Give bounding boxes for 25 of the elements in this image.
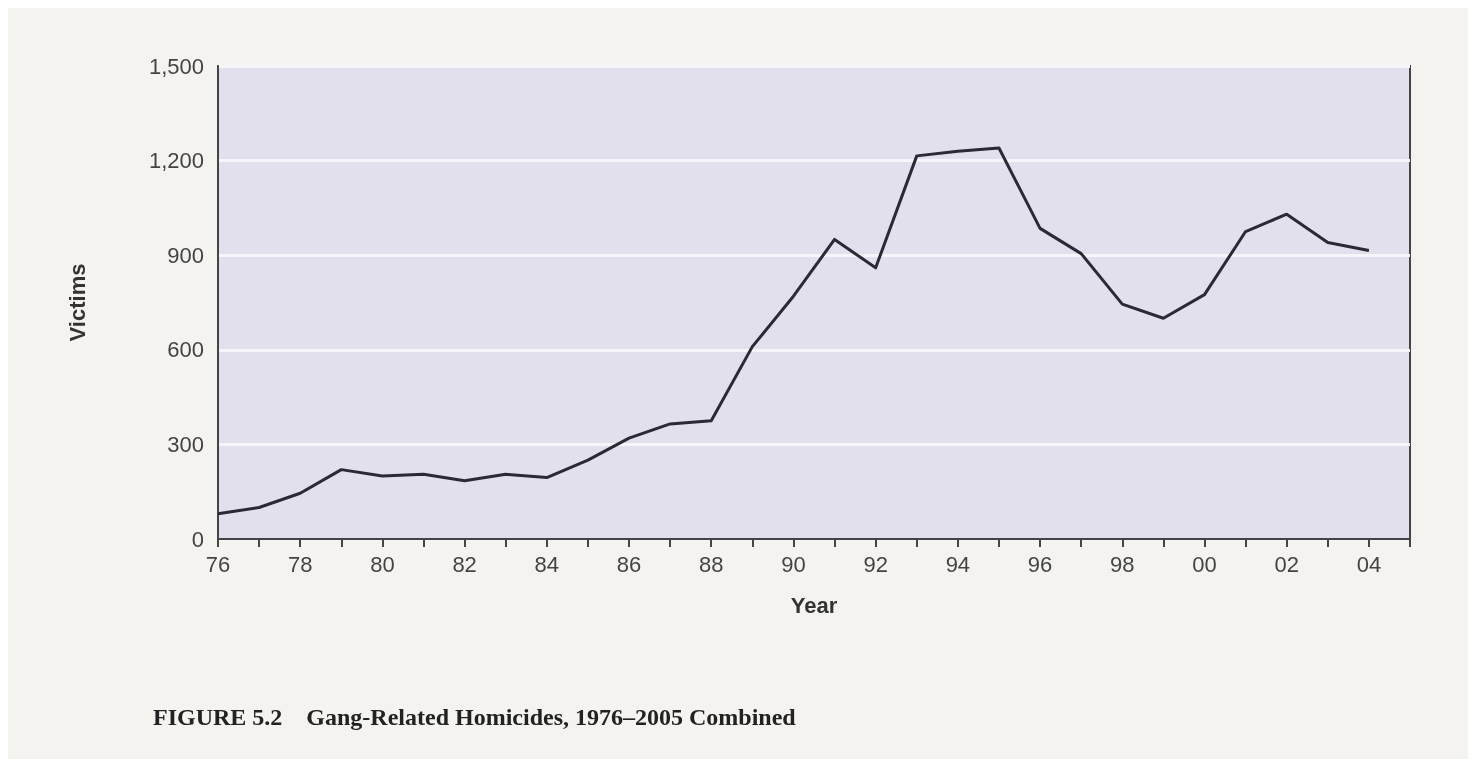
text: FIGURE 5.2 Gang-Related Homicides, 1976–2005 Combined — [153, 704, 797, 730]
x-tick-label: 98 — [1110, 551, 1135, 577]
x-tick-label: 04 — [1356, 551, 1382, 577]
x-tick-label: 78 — [287, 551, 313, 577]
x-tick-label: 94 — [945, 551, 971, 577]
x-axis-title: Year — [790, 592, 838, 618]
y-tick-label: 0 — [191, 526, 204, 552]
y-tick-label: 900 — [167, 242, 204, 268]
x-tick-label: 82 — [452, 551, 477, 577]
y-axis-title: Victims — [64, 263, 90, 342]
y-tick-label: 600 — [167, 337, 204, 363]
x-tick-label: 80 — [370, 551, 395, 577]
x-tick-label: 84 — [534, 551, 560, 577]
line-series — [216, 146, 1371, 516]
x-tick-label: 02 — [1274, 551, 1299, 577]
y-tick-label: 1,200 — [148, 148, 204, 174]
x-tick-label: 76 — [205, 551, 231, 577]
x-tick-label: 90 — [781, 551, 806, 577]
y-tick-label: 1,500 — [148, 53, 204, 79]
x-tick-label: 96 — [1027, 551, 1053, 577]
x-tick-label: 00 — [1192, 551, 1217, 577]
x-tick-label: 92 — [863, 551, 888, 577]
y-tick-label: 300 — [167, 431, 204, 457]
x-tick-label: 86 — [616, 551, 642, 577]
x-tick-label: 88 — [699, 551, 724, 577]
